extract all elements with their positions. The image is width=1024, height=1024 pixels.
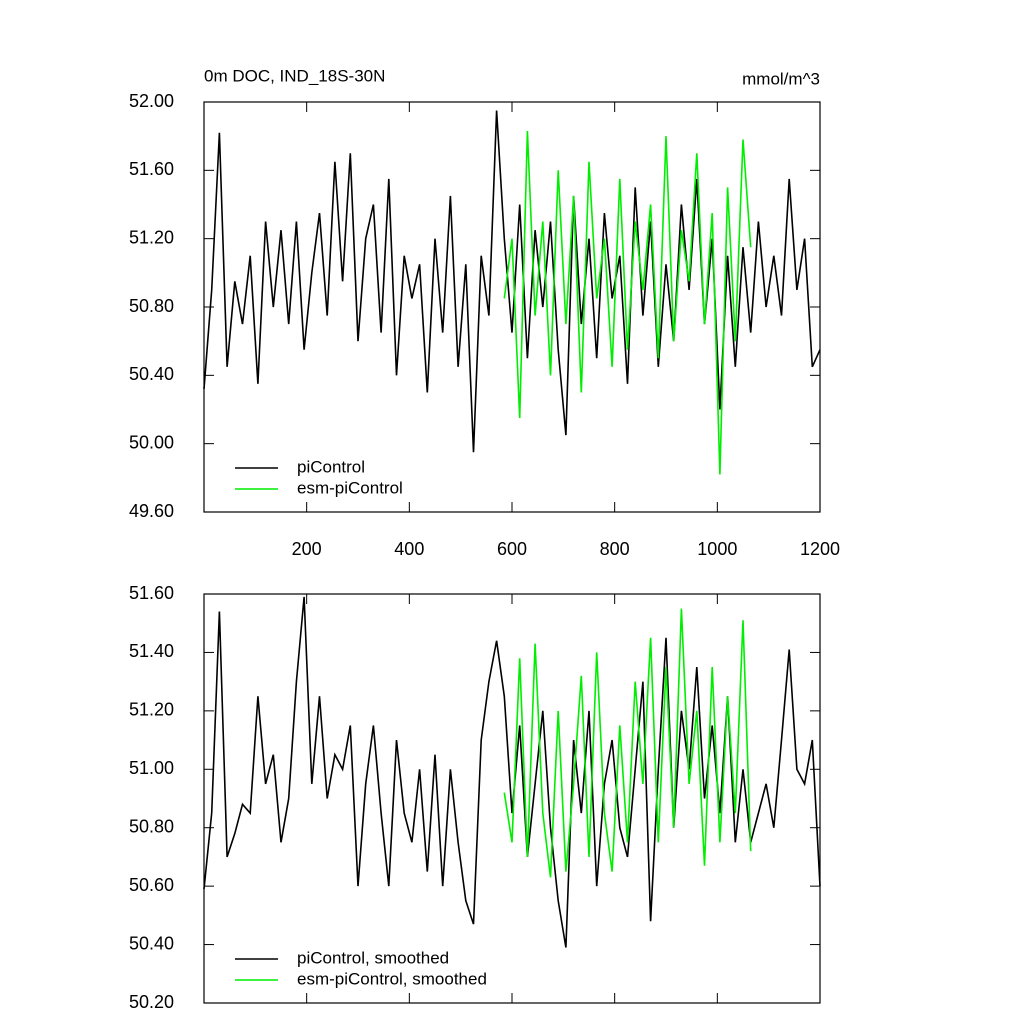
x-tick-label: 200 — [292, 539, 322, 559]
y-tick-label: 50.20 — [129, 992, 174, 1012]
y-tick-label: 50.60 — [129, 875, 174, 895]
y-tick-label: 51.00 — [129, 758, 174, 778]
y-tick-label: 50.40 — [129, 933, 174, 953]
data-line — [503, 608, 752, 878]
units-label: mmol/m^3 — [742, 69, 820, 88]
legend-label: esm-piControl, smoothed — [297, 969, 487, 988]
y-tick-label: 50.80 — [129, 296, 174, 316]
x-tick-label: 1200 — [800, 539, 840, 559]
y-tick-label: 50.40 — [129, 364, 174, 384]
y-tick-label: 51.20 — [129, 700, 174, 720]
y-tick-label: 52.00 — [129, 91, 174, 111]
legend-label: esm-piControl — [297, 478, 403, 497]
data-line — [203, 596, 821, 948]
y-tick-label: 51.60 — [129, 159, 174, 179]
plot-frame — [203, 101, 821, 513]
plot-frame — [203, 593, 821, 1004]
data-line — [203, 110, 821, 453]
y-tick-label: 50.00 — [129, 432, 174, 452]
y-tick-label: 51.40 — [129, 641, 174, 661]
chart-title: 0m DOC, IND_18S-30N — [204, 66, 385, 85]
x-tick-label: 600 — [497, 539, 527, 559]
data-line — [503, 131, 752, 475]
y-tick-label: 51.60 — [129, 583, 174, 603]
y-tick-label: 49.60 — [129, 501, 174, 521]
y-tick-label: 50.80 — [129, 816, 174, 836]
x-tick-label: 400 — [394, 539, 424, 559]
x-tick-label: 1000 — [697, 539, 737, 559]
legend-label: piControl, smoothed — [297, 948, 449, 967]
x-tick-label: 800 — [600, 539, 630, 559]
legend-label: piControl — [297, 457, 365, 476]
y-tick-label: 51.20 — [129, 227, 174, 247]
